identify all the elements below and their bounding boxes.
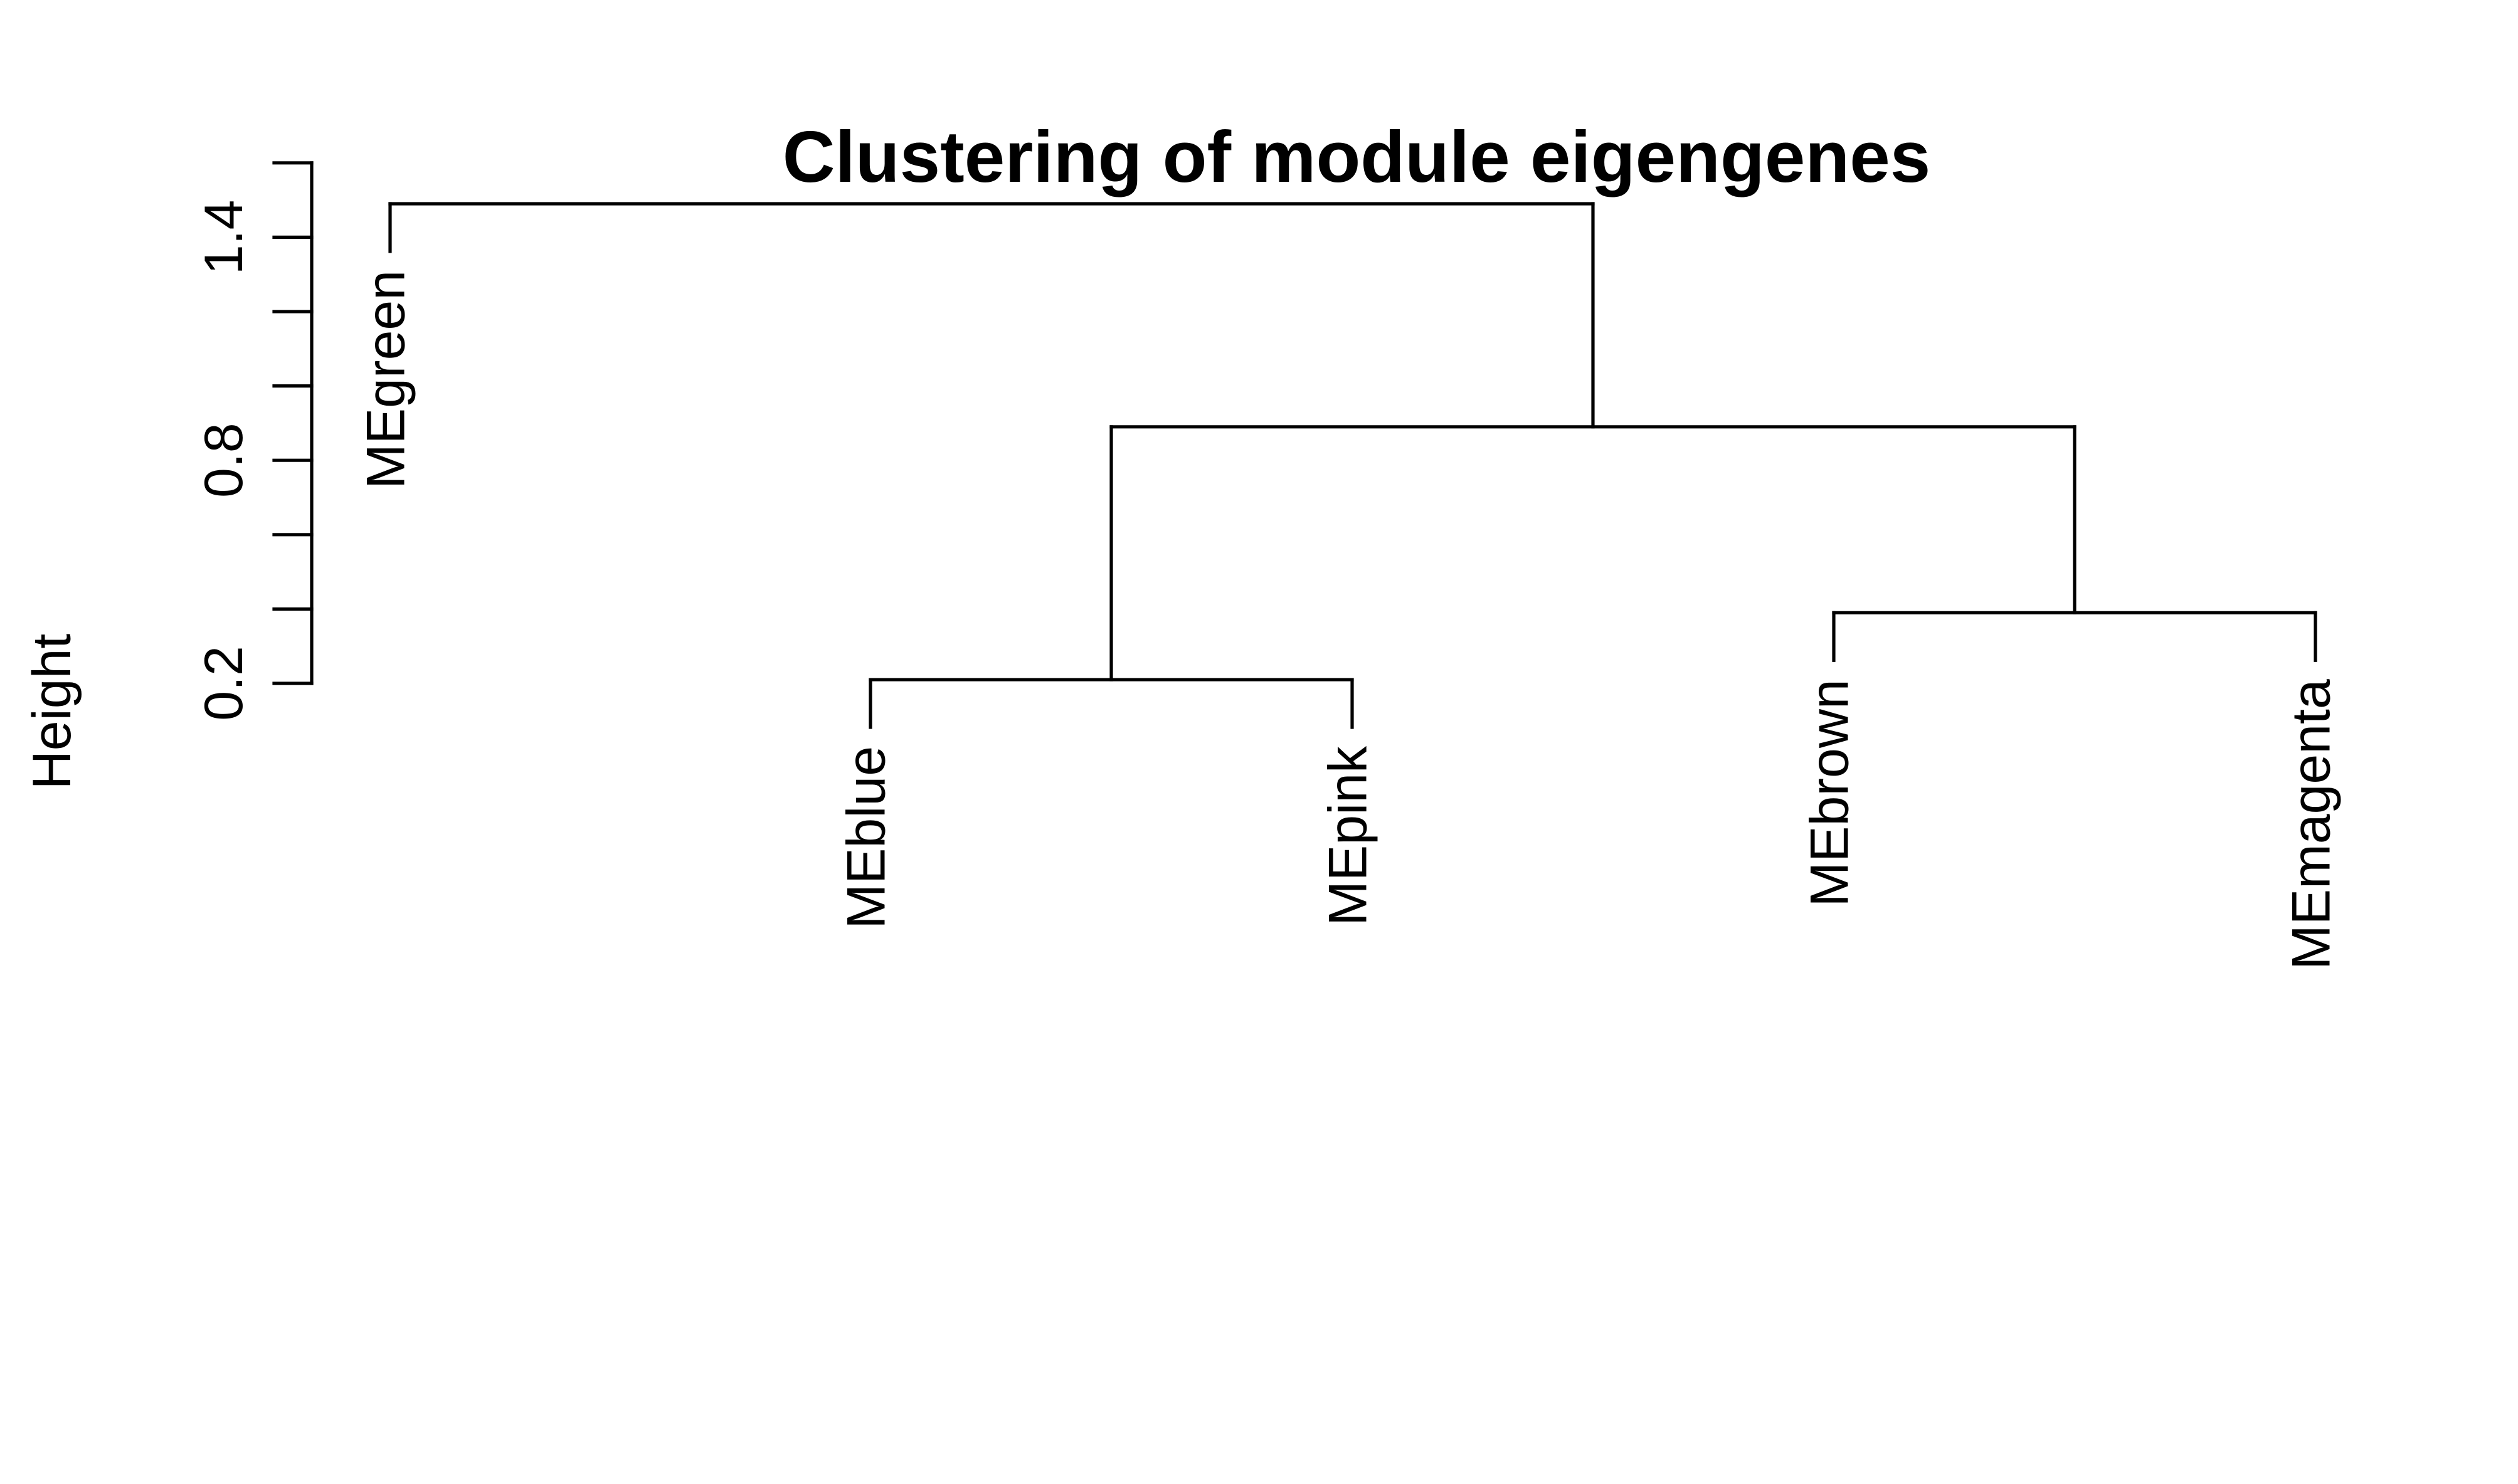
y-tick-label: 0.8: [194, 423, 254, 498]
y-axis-label: Height: [22, 634, 82, 790]
y-tick-label: 1.4: [194, 200, 254, 275]
leaf-labels: MEgreen MEblue MEpink MEbrown MEmagenta: [356, 270, 2342, 970]
leaf-label-mepink: MEpink: [1318, 745, 1378, 926]
chart-title: Clustering of module eigengenes: [783, 116, 1930, 197]
leaf-label-megreen: MEgreen: [356, 270, 416, 489]
leaf-label-memagenta: MEmagenta: [2282, 679, 2342, 970]
leaf-label-meblue: MEblue: [837, 746, 897, 929]
dendrogram-tree: [388, 202, 2317, 729]
y-axis: 0.2 0.8 1.4: [194, 161, 314, 721]
y-tick-label: 0.2: [194, 646, 254, 721]
leaf-label-mebrown: MEbrown: [1800, 679, 1860, 907]
